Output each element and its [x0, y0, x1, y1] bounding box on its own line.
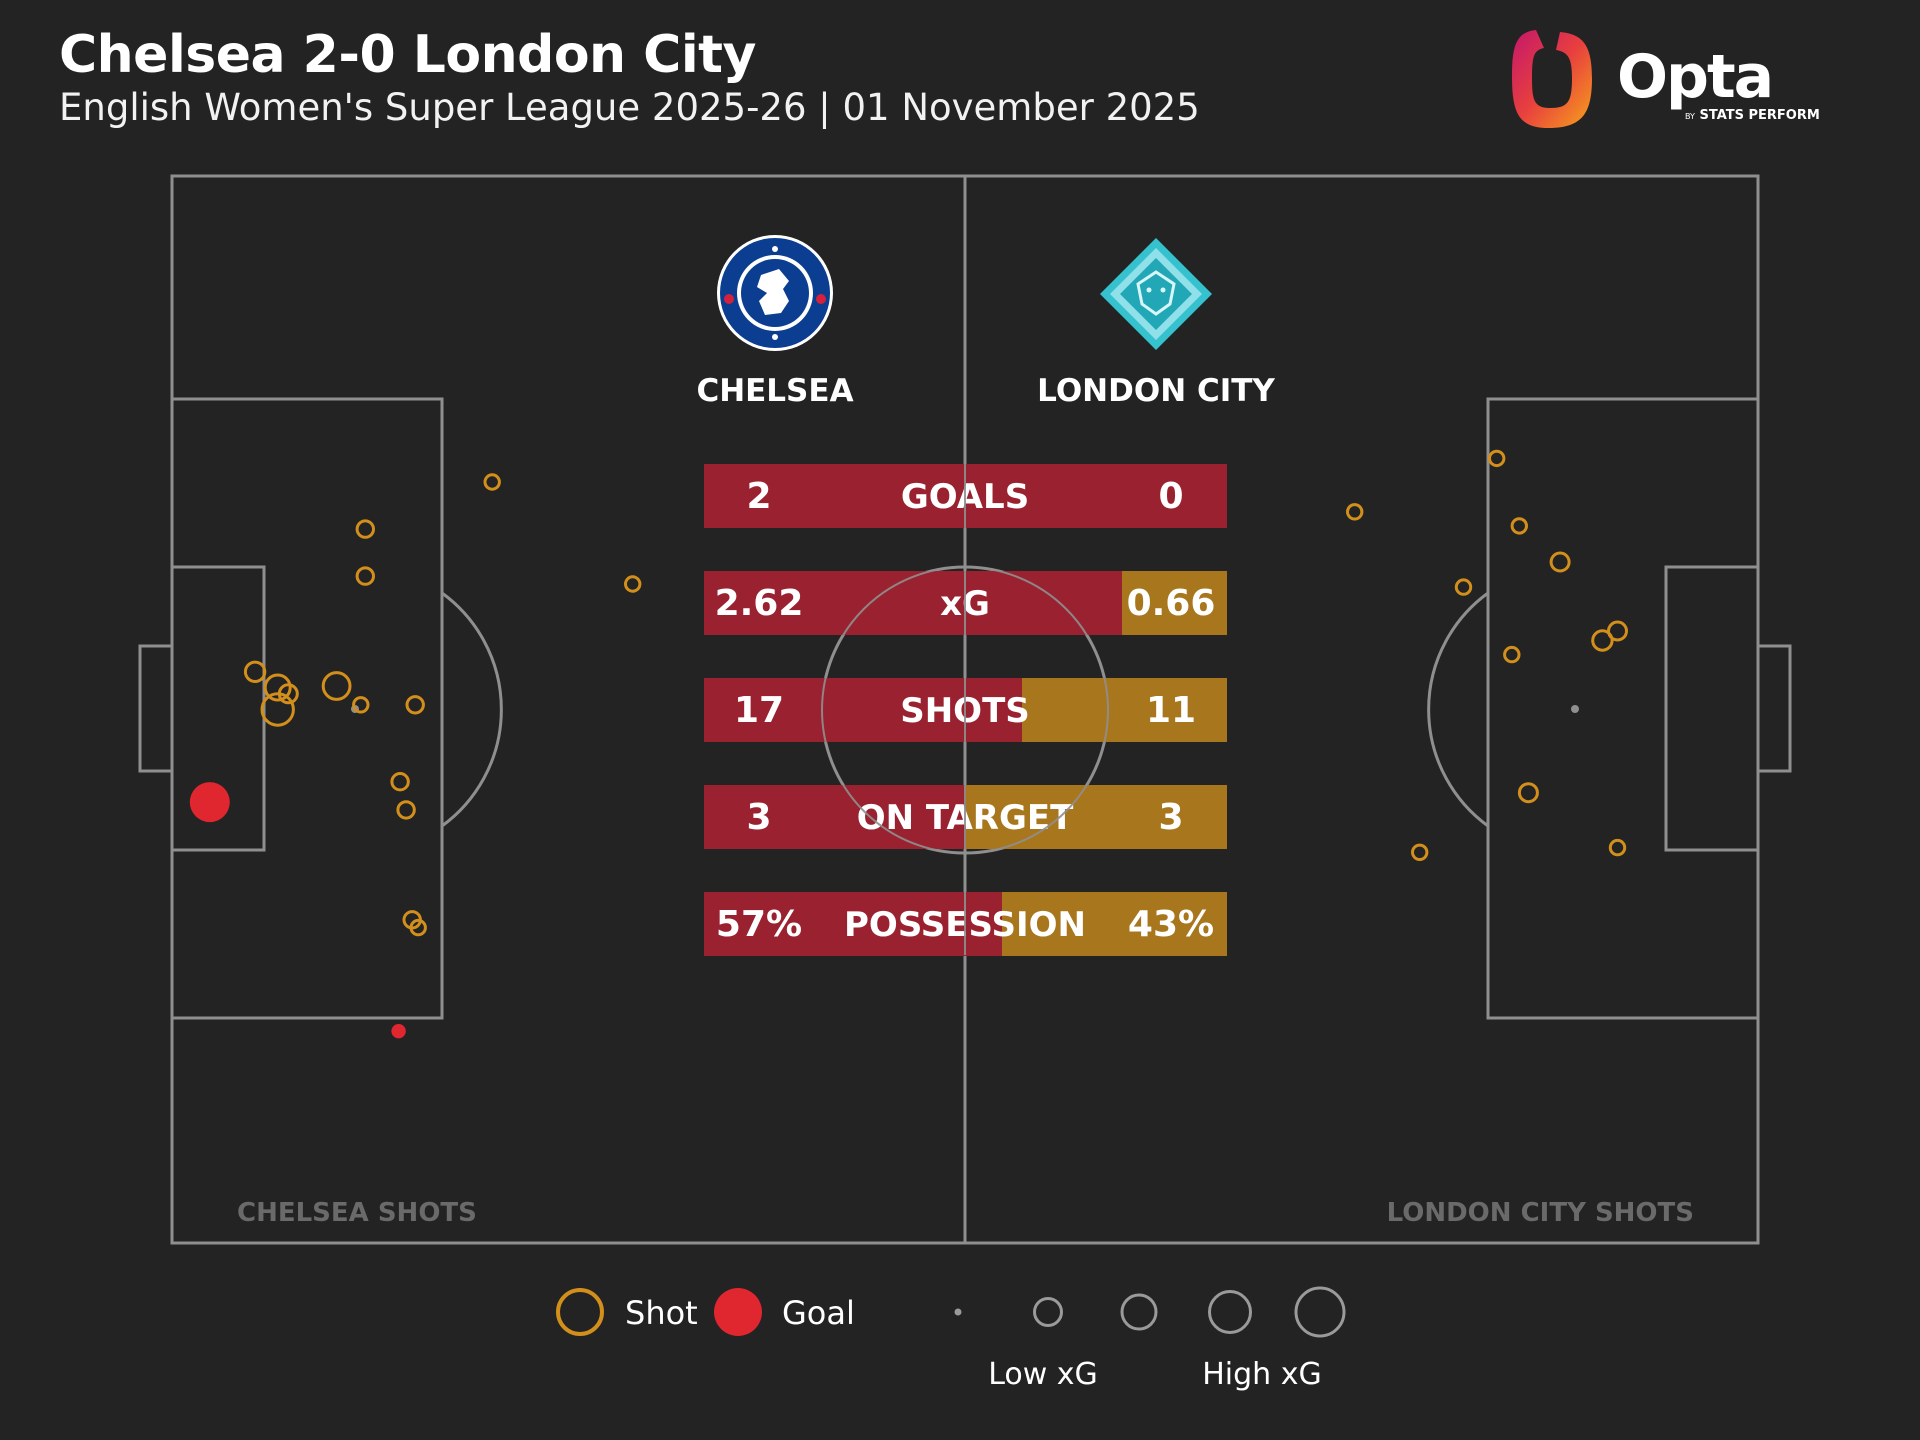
home-shot-marker: [405, 695, 425, 715]
stat-away-value: 3: [1158, 797, 1183, 838]
right-penalty-spot: [1571, 705, 1579, 713]
home-shots-label: CHELSEA SHOTS: [237, 1198, 477, 1228]
away-shot-marker: [1411, 843, 1429, 861]
home-shot-marker: [260, 692, 295, 727]
stat-away-value: 0.66: [1127, 583, 1216, 624]
opta-wordmark: Opta: [1617, 42, 1774, 112]
stat-away-bar: [1122, 571, 1227, 635]
stat-home-bar: [704, 892, 1002, 956]
stat-home-value: 2: [746, 476, 771, 517]
page-subtitle: English Women's Super League 2025-26 | 0…: [59, 86, 1200, 129]
away-shot-marker: [1517, 782, 1539, 804]
opta-logo-icon: [1512, 30, 1592, 128]
shot-markers: [189, 449, 1628, 1039]
legend-goal-label: Goal: [782, 1294, 855, 1332]
stat-away-bar: [1022, 678, 1227, 742]
stat-home-value: 17: [734, 690, 784, 731]
home-shot-marker: [277, 683, 299, 705]
team-crests: CHELSEA LONDON CITY: [696, 235, 1275, 409]
away-shot-marker: [1591, 629, 1614, 652]
stat-home-bar: [704, 785, 966, 849]
stat-away-bar: [1002, 892, 1227, 956]
legend-size-marker: [1033, 1297, 1063, 1327]
away-shot-marker: [1488, 449, 1506, 468]
opta-stats-perform-text: STATS PERFORM: [1699, 108, 1820, 123]
home-shot-marker: [321, 671, 352, 701]
left-goal: [138, 644, 174, 773]
left-penalty-arc: [441, 591, 503, 828]
pitch-overlay: [821, 464, 1109, 955]
stat-row: 2.62 xG 0.66: [704, 571, 1227, 635]
stat-home-bar: [704, 678, 1022, 742]
home-goal-marker: [391, 1023, 406, 1039]
legend-shot-icon: [556, 1288, 604, 1336]
opta-sub-wordmark: BY STATS PERFORM: [1685, 108, 1820, 125]
centre-circle-overlay: [821, 566, 1109, 854]
away-team-name: LONDON CITY: [1037, 373, 1275, 409]
legend-size-marker: [1294, 1286, 1346, 1338]
home-shot-marker: [355, 519, 375, 539]
london-city-crest-icon: [1100, 238, 1212, 350]
legend: Shot Goal Low xG High xG: [556, 1286, 1346, 1392]
home-team-name: CHELSEA: [696, 373, 853, 409]
legend-low-label: Low xG: [988, 1357, 1098, 1392]
stat-away-value: 11: [1146, 690, 1196, 731]
home-shot-marker: [624, 575, 642, 593]
away-shot-marker: [1454, 578, 1473, 596]
home-shot-marker: [483, 473, 501, 491]
opta-by-text: BY: [1685, 112, 1695, 121]
away-shot-marker: [1503, 645, 1521, 664]
home-shot-marker: [243, 660, 267, 683]
stat-away-value: 43%: [1128, 904, 1214, 945]
away-shot-marker: [1608, 838, 1627, 857]
stat-home-value: 2.62: [715, 583, 804, 624]
left-penalty-area: [170, 397, 444, 1020]
page-title: Chelsea 2-0 London City: [59, 25, 756, 85]
home-shot-marker: [352, 696, 370, 714]
legend-size-marker: [1208, 1290, 1252, 1334]
home-shot-marker: [355, 566, 375, 586]
opta-logo: Opta BY STATS PERFORM: [1508, 26, 1828, 136]
away-shot-marker: [1346, 503, 1364, 521]
legend-size-scale: [954, 1286, 1346, 1338]
home-shot-marker: [263, 673, 292, 702]
legend-high-label: High xG: [1202, 1357, 1322, 1392]
right-penalty-arc: [1427, 591, 1489, 828]
away-shot-marker: [1607, 620, 1628, 642]
right-six-yard-box: [1664, 565, 1760, 852]
legend-goal-icon: [714, 1288, 762, 1336]
home-goal-marker: [189, 782, 230, 823]
home-shot-marker: [409, 918, 427, 937]
away-shot-marker: [1549, 551, 1571, 573]
away-shot-marker: [1510, 517, 1529, 535]
away-shots-label: LONDON CITY SHOTS: [1387, 1198, 1694, 1228]
home-shot-marker: [390, 772, 410, 792]
legend-size-marker: [1120, 1293, 1158, 1331]
stat-away-value: 0: [1158, 476, 1183, 517]
legend-size-marker: [954, 1308, 962, 1316]
stat-home-value: 3: [746, 797, 771, 838]
chelsea-crest-icon: [717, 235, 833, 351]
stat-home-bar: [704, 571, 1122, 635]
right-penalty-area: [1486, 397, 1760, 1020]
stat-away-bar: [966, 785, 1227, 849]
right-goal: [1756, 644, 1792, 773]
home-shot-marker: [396, 800, 416, 820]
stat-home-value: 57%: [716, 904, 802, 945]
legend-shot-label: Shot: [625, 1294, 698, 1332]
